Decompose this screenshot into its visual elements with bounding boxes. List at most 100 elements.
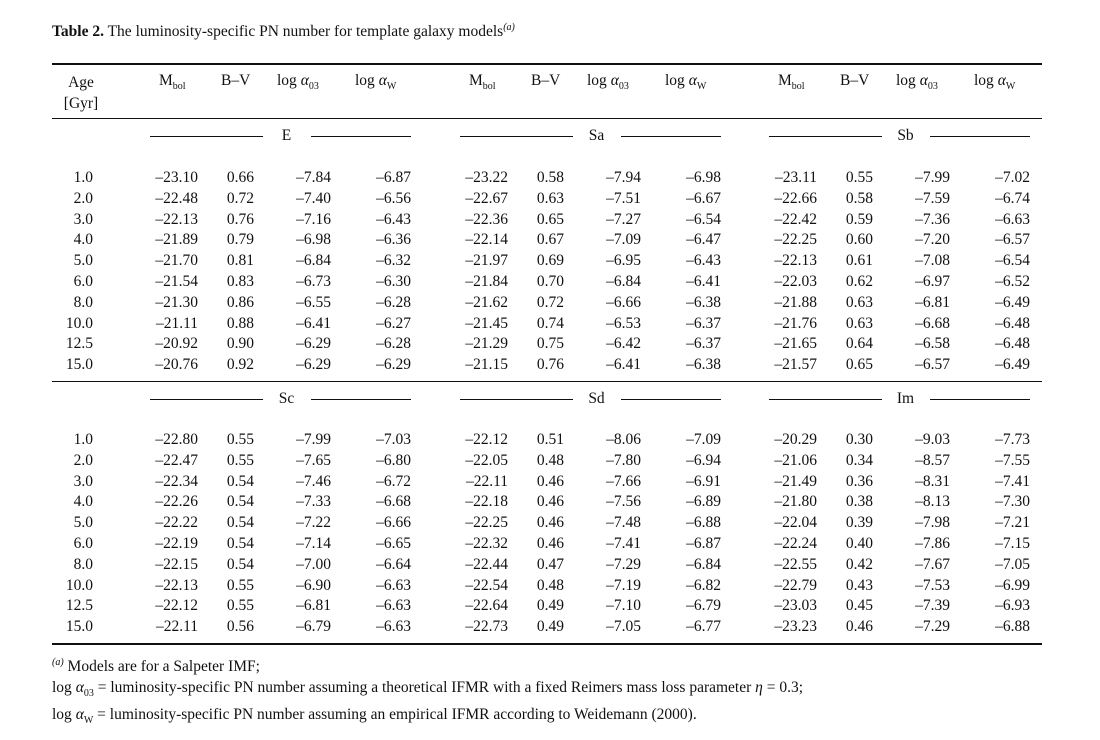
log-alphaW-cell: –7.73 bbox=[995, 431, 1030, 448]
mbol-cell: –22.26 bbox=[155, 493, 198, 511]
alpha-symbol: α bbox=[378, 72, 387, 89]
bv-cell: 0.48 bbox=[536, 576, 564, 594]
log-label: log bbox=[974, 72, 998, 89]
bv-cell: 0.62 bbox=[845, 273, 873, 290]
mbol-subscript: bol bbox=[172, 81, 186, 93]
mbol-cell: –21.29 bbox=[465, 335, 508, 353]
log-alphaW-cell: –6.49 bbox=[995, 293, 1030, 311]
bv-cell: 0.38 bbox=[845, 493, 873, 511]
age-cell: 8.0 bbox=[73, 555, 93, 573]
mbol-cell: –21.84 bbox=[465, 273, 508, 290]
mbol-cell: –22.11 bbox=[465, 472, 508, 490]
mbol-cell: –21.54 bbox=[155, 273, 198, 290]
log-alpha03-cell: –7.99 bbox=[296, 431, 331, 448]
bv-cell: 0.72 bbox=[536, 293, 564, 311]
log-alphaW-cell: –6.29 bbox=[376, 356, 411, 374]
log-alphaW-cell: –6.54 bbox=[995, 252, 1030, 270]
mbol-cell: –22.11 bbox=[155, 618, 198, 636]
log-alpha03-cell: –7.98 bbox=[915, 514, 950, 532]
bv-cell: 0.55 bbox=[226, 431, 254, 448]
log-alphaW-cell: –6.84 bbox=[686, 555, 721, 573]
log-alphaW-cell: –6.54 bbox=[686, 210, 721, 228]
mbol-cell: –22.47 bbox=[155, 451, 198, 469]
group-rule-left bbox=[460, 136, 573, 137]
group-label: Sb bbox=[897, 127, 914, 144]
mbol-column-header: Mbol bbox=[778, 72, 805, 92]
log-alpha03-cell: –7.94 bbox=[606, 169, 641, 186]
log-alphaW-cell: –6.32 bbox=[376, 252, 411, 270]
log-alpha03-cell: –7.53 bbox=[915, 576, 950, 594]
alphaW-subscript: W bbox=[696, 81, 707, 93]
log-alpha03-cell: –7.65 bbox=[296, 451, 331, 469]
mbol-cell: –21.65 bbox=[774, 335, 817, 353]
bv-cell: 0.55 bbox=[226, 597, 254, 615]
mbol-cell: –22.05 bbox=[465, 451, 508, 469]
bv-cell: 0.92 bbox=[226, 356, 254, 374]
age-cell: 6.0 bbox=[73, 273, 93, 290]
mbol-cell: –21.45 bbox=[465, 314, 508, 332]
bv-column-header: B–V bbox=[221, 72, 250, 90]
bv-label: B–V bbox=[531, 72, 561, 89]
mbol-cell: –21.88 bbox=[774, 293, 817, 311]
age-header-unit: [Gyr] bbox=[63, 95, 99, 112]
log-alpha03-cell: –6.29 bbox=[296, 356, 331, 374]
age-cell: 3.0 bbox=[73, 472, 93, 490]
bv-cell: 0.49 bbox=[536, 618, 564, 636]
bv-cell: 0.49 bbox=[536, 597, 564, 615]
bv-cell: 0.58 bbox=[845, 189, 873, 207]
mbol-label: M bbox=[469, 72, 483, 89]
mbol-cell: –22.24 bbox=[774, 535, 817, 552]
alpha-symbol: α bbox=[919, 72, 928, 89]
group-rule-left bbox=[769, 136, 882, 137]
bv-cell: 0.67 bbox=[536, 231, 564, 249]
bv-cell: 0.30 bbox=[845, 431, 873, 448]
bv-cell: 0.81 bbox=[226, 252, 254, 270]
log-alphaW-cell: –6.30 bbox=[376, 273, 411, 290]
bv-cell: 0.88 bbox=[226, 314, 254, 332]
mbol-cell: –23.22 bbox=[465, 169, 508, 186]
log-alphaW-cell: –6.28 bbox=[376, 293, 411, 311]
mbol-column-header: Mbol bbox=[159, 72, 186, 92]
table-footnotes: (a) Models are for a Salpeter IMF; log α… bbox=[52, 652, 803, 731]
log-alphaW-cell: –7.02 bbox=[995, 169, 1030, 186]
mbol-cell: –22.25 bbox=[465, 514, 508, 532]
mbol-subscript: bol bbox=[482, 81, 496, 93]
group-header: Sb bbox=[769, 126, 1030, 146]
alpha-symbol: α bbox=[75, 679, 84, 697]
log-alpha03-cell: –7.20 bbox=[915, 231, 950, 249]
log-alphaW-cell: –6.41 bbox=[686, 273, 721, 290]
footnote-mark: (a) bbox=[52, 657, 64, 668]
mbol-cell: –22.36 bbox=[465, 210, 508, 228]
mbol-cell: –22.13 bbox=[155, 210, 198, 228]
mbol-cell: –22.22 bbox=[155, 514, 198, 532]
footnote-log-label: log bbox=[52, 679, 76, 697]
footnote-text-2-end: = 0.3; bbox=[762, 679, 804, 697]
bv-label: B–V bbox=[840, 72, 870, 89]
mbol-cell: –20.92 bbox=[155, 335, 198, 353]
bv-cell: 0.43 bbox=[845, 576, 873, 594]
log-alphaW-column-header: log αW bbox=[665, 72, 706, 92]
mbol-cell: –22.12 bbox=[465, 431, 508, 448]
mbol-cell: –22.15 bbox=[155, 555, 198, 573]
footnote-text-1: Models are for a Salpeter IMF; bbox=[63, 658, 260, 676]
log-alpha03-cell: –7.66 bbox=[606, 472, 641, 490]
alpha-symbol: α bbox=[688, 72, 697, 89]
bv-cell: 0.54 bbox=[226, 535, 254, 552]
bv-cell: 0.83 bbox=[226, 273, 254, 290]
table-caption: Table 2. The luminosity-specific PN numb… bbox=[52, 22, 515, 41]
log-alpha03-cell: –7.00 bbox=[296, 555, 331, 573]
mbol-subscript: bol bbox=[791, 81, 805, 93]
bv-cell: 0.40 bbox=[845, 535, 873, 552]
mbol-cell: –22.13 bbox=[155, 576, 198, 594]
mbol-cell: –22.32 bbox=[465, 535, 508, 552]
log-label: log bbox=[355, 72, 379, 89]
log-alphaW-cell: –6.27 bbox=[376, 314, 411, 332]
log-alphaW-cell: –6.88 bbox=[686, 514, 721, 532]
bv-cell: 0.75 bbox=[536, 335, 564, 353]
bv-cell: 0.42 bbox=[845, 555, 873, 573]
mbol-cell: –22.04 bbox=[774, 514, 817, 532]
log-alphaW-cell: –7.55 bbox=[995, 451, 1030, 469]
bv-column-header: B–V bbox=[840, 72, 869, 90]
bv-cell: 0.58 bbox=[536, 169, 564, 186]
log-alpha03-cell: –7.84 bbox=[296, 169, 331, 186]
